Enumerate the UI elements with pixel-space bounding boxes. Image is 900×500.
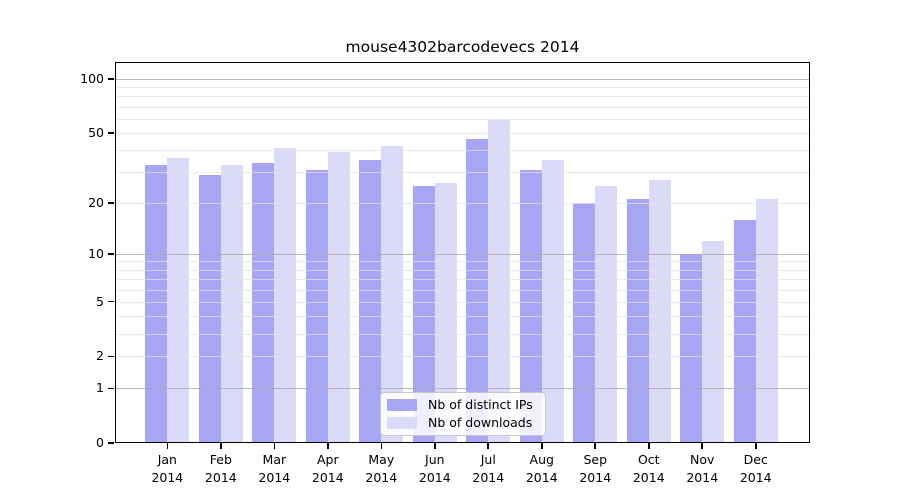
legend-swatch-downloads (387, 417, 417, 429)
x-tick-label: Dec 2014 (739, 452, 772, 485)
x-tick-label: Oct 2014 (632, 452, 665, 485)
gridline-minor (115, 289, 810, 291)
x-tick-mark (487, 443, 490, 449)
y-tick-mark (108, 442, 114, 444)
gridline-minor (115, 333, 810, 335)
legend: Nb of distinct IPs Nb of downloads (380, 392, 546, 436)
y-tick-mark (108, 78, 114, 80)
bar-downloads (167, 158, 190, 443)
y-tick-label: 10 (88, 245, 104, 261)
gridline-minor (115, 278, 810, 280)
bar-downloads (595, 186, 618, 443)
bar-downloads (220, 164, 243, 443)
bar-distinct-ips (466, 139, 489, 443)
gridline-minor (115, 301, 810, 303)
gridline-minor (115, 356, 810, 358)
bar-distinct-ips (305, 169, 328, 443)
bar-downloads (488, 120, 511, 443)
bar-distinct-ips (198, 174, 221, 443)
gridline-major (115, 253, 810, 255)
bar-distinct-ips (145, 164, 168, 443)
y-tick-mark (108, 387, 114, 390)
bar-downloads (434, 183, 457, 443)
x-tick-label: May 2014 (365, 452, 398, 485)
bar-distinct-ips (519, 169, 542, 443)
x-tick-mark (754, 443, 757, 449)
bar-distinct-ips (626, 199, 649, 443)
legend-item-distinct-ips: Nb of distinct IPs (387, 398, 545, 412)
x-tick-label: Jun 2014 (418, 452, 451, 485)
plot-area: Nb of distinct IPs Nb of downloads (115, 62, 810, 443)
x-tick-label: Apr 2014 (311, 452, 344, 485)
y-tick-label: 2 (96, 348, 104, 364)
x-tick-mark (647, 443, 650, 449)
bar-distinct-ips (680, 253, 703, 443)
x-tick-label: Mar 2014 (258, 452, 291, 485)
y-tick-mark (108, 253, 114, 255)
x-tick-mark (380, 443, 383, 449)
bar-distinct-ips (252, 162, 275, 443)
x-tick-label: Feb 2014 (204, 452, 237, 485)
bar-downloads (648, 180, 671, 443)
gridline-minor (115, 269, 810, 271)
y-tick-label: 50 (88, 124, 104, 140)
x-tick-mark (701, 443, 704, 449)
y-tick-label: 5 (96, 293, 104, 309)
bar-downloads (755, 199, 778, 443)
x-tick-mark (540, 443, 543, 449)
gridline-minor (115, 261, 810, 263)
x-tick-label: Aug 2014 (525, 452, 558, 485)
bar-downloads (702, 240, 725, 443)
x-tick-label: Nov 2014 (686, 452, 719, 485)
y-tick-mark (108, 202, 114, 204)
y-tick-mark (108, 300, 114, 303)
y-tick-label: 1 (96, 380, 104, 396)
gridline-minor (115, 132, 810, 134)
bar-distinct-ips (412, 186, 435, 443)
gridline-minor (115, 96, 810, 98)
legend-label-distinct-ips: Nb of distinct IPs (428, 397, 533, 412)
x-tick-label: Sep 2014 (579, 452, 612, 485)
gridline-minor (115, 202, 810, 204)
y-tick-mark (108, 355, 114, 358)
bar-downloads (327, 152, 350, 443)
x-tick-mark (220, 443, 222, 449)
gridline-minor (115, 150, 810, 152)
x-tick-mark (434, 443, 436, 449)
bar-downloads (381, 146, 404, 443)
gridline-minor (115, 316, 810, 318)
bar-distinct-ips (733, 219, 756, 443)
y-tick-label: 100 (80, 71, 104, 86)
x-tick-mark (166, 443, 169, 449)
gridline-minor (115, 87, 810, 89)
legend-swatch-distinct-ips (387, 399, 417, 411)
gridline-minor (115, 106, 810, 108)
x-tick-label: Jul 2014 (472, 452, 505, 485)
y-tick-label: 0 (96, 435, 104, 450)
gridline-minor (115, 118, 810, 120)
bar-downloads (274, 148, 297, 443)
y-tick-mark (108, 132, 114, 134)
x-tick-mark (327, 443, 329, 449)
x-tick-label: Jan 2014 (151, 452, 184, 485)
x-tick-mark (594, 443, 597, 449)
legend-item-downloads: Nb of downloads (387, 416, 545, 430)
chart-title: mouse4302barcodevecs 2014 (345, 38, 580, 56)
bar-distinct-ips (573, 202, 596, 443)
y-tick-label: 20 (88, 194, 104, 210)
x-tick-mark (273, 443, 276, 449)
legend-label-downloads: Nb of downloads (428, 415, 533, 430)
gridline-major (115, 79, 810, 80)
gridline-major (115, 388, 810, 390)
gridline-minor (115, 172, 810, 174)
